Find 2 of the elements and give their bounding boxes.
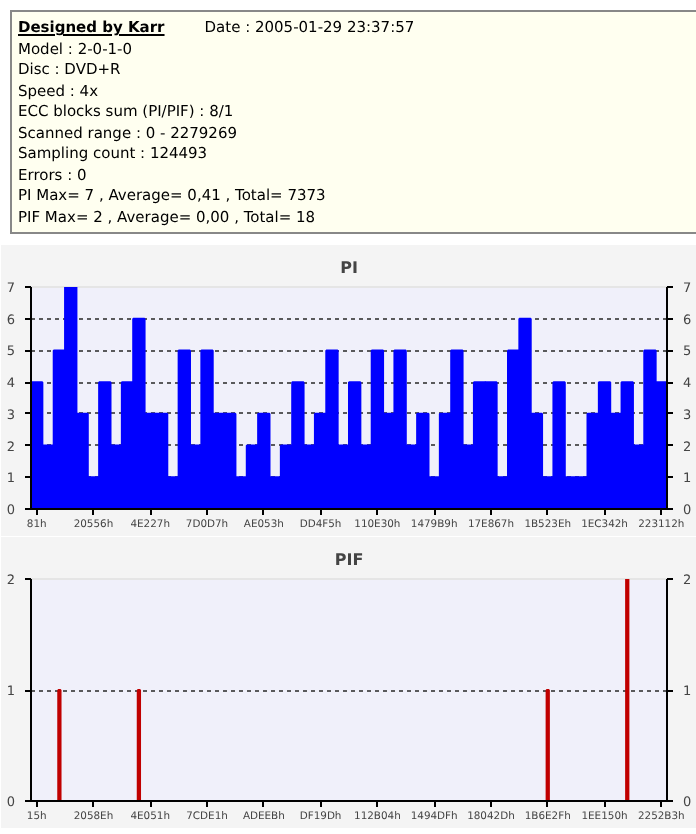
chart-title: PI [340,259,358,277]
chart-title: PIF [334,551,364,569]
